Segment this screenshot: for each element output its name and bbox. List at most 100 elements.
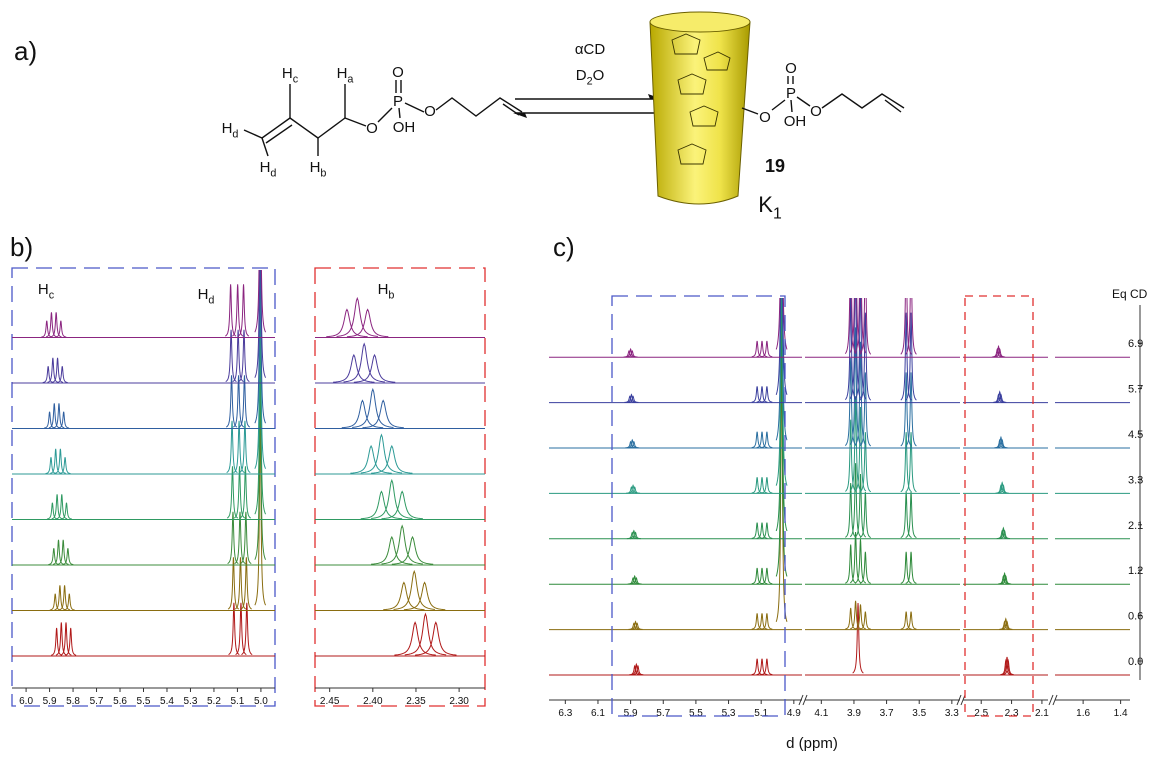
peak	[905, 312, 917, 401]
peak	[341, 399, 384, 429]
highlight-box	[314, 267, 486, 707]
x-tick-label: 2.45	[320, 696, 340, 707]
peak	[238, 375, 251, 428]
x-tick-label: 5.6	[113, 696, 127, 707]
label-sub: c	[49, 290, 55, 302]
peak	[1002, 658, 1014, 676]
peak	[859, 551, 871, 584]
x-tick-label: 5.4	[160, 696, 174, 707]
x-tick-label: 5.3	[184, 696, 198, 707]
peak	[859, 491, 871, 538]
peak	[50, 448, 62, 474]
peak	[381, 490, 423, 520]
x-tick-label: 2.5	[974, 708, 988, 719]
label-main: O	[810, 103, 822, 120]
peak	[46, 502, 58, 520]
label-main: O	[785, 60, 797, 77]
peak	[996, 438, 1008, 449]
peak	[63, 593, 75, 611]
chem-label: OH	[393, 119, 416, 136]
peak	[751, 613, 763, 630]
peak	[333, 353, 375, 383]
x-axis-title: d (ppm)	[786, 735, 838, 752]
peak	[905, 372, 917, 447]
peak	[900, 551, 912, 584]
peak	[756, 386, 768, 403]
peak	[854, 406, 867, 492]
peak	[751, 431, 763, 449]
peak	[905, 298, 917, 355]
peak	[900, 372, 912, 447]
label-sub: 1	[773, 206, 782, 223]
peak	[404, 612, 447, 656]
chem-label: Hd	[260, 159, 277, 180]
highlight-box	[11, 267, 276, 707]
peak	[905, 551, 917, 584]
peak	[845, 544, 857, 584]
peak	[254, 270, 267, 378]
peak	[629, 486, 641, 494]
peak	[41, 320, 53, 338]
x-tick-label: 5.9	[43, 696, 57, 707]
peak	[849, 463, 862, 538]
x-tick-label: 3.7	[880, 708, 894, 719]
peak	[381, 524, 423, 565]
peak	[756, 431, 768, 449]
peak	[224, 284, 237, 337]
peak	[849, 298, 862, 399]
label-sub: b	[320, 168, 326, 180]
x-tick-label: 5.1	[230, 696, 244, 707]
label-sub: a	[347, 74, 353, 86]
chem-label: OH	[784, 113, 807, 130]
peak	[859, 432, 872, 493]
x-tick-label: 2.1	[1035, 708, 1049, 719]
peak	[42, 366, 54, 384]
label-main: OH	[393, 119, 416, 136]
label-main: O	[392, 64, 404, 81]
peak	[45, 312, 57, 338]
peak	[859, 312, 872, 401]
label-main: P	[393, 93, 403, 110]
peak	[254, 270, 267, 424]
peak	[360, 433, 403, 474]
peak	[628, 440, 640, 449]
peak	[362, 399, 404, 429]
peak	[350, 444, 392, 474]
peak	[630, 531, 641, 540]
peak	[854, 298, 867, 400]
peak	[859, 298, 872, 355]
peak	[239, 466, 252, 519]
peak	[352, 387, 394, 428]
peak	[849, 531, 862, 584]
axis-break	[798, 694, 804, 706]
panel-label: c)	[553, 232, 575, 262]
peak	[994, 347, 1006, 358]
x-tick-label: 2.3	[1005, 708, 1019, 719]
peak	[751, 477, 763, 494]
x-tick-label: 3.3	[945, 708, 959, 719]
axis-break	[802, 694, 808, 706]
x-tick-label: 2.30	[449, 696, 469, 707]
peak	[353, 353, 396, 383]
x-tick-label: 5.9	[624, 708, 638, 719]
x-tick-label: 2.35	[406, 696, 426, 707]
trace-label: 0.6	[1128, 611, 1143, 623]
peak	[65, 627, 77, 656]
equilibrium-arrows	[513, 94, 662, 118]
peak	[845, 607, 857, 630]
peak	[630, 576, 642, 585]
peak	[756, 658, 768, 676]
label-sub: 2	[587, 76, 593, 88]
peak	[756, 477, 768, 494]
peak	[44, 411, 56, 429]
peak	[238, 329, 250, 383]
trace-label: 5.7	[1128, 384, 1143, 396]
peak	[235, 602, 247, 656]
peak	[232, 375, 245, 428]
peak	[49, 593, 61, 611]
x-tick-label: 1.4	[1114, 708, 1128, 719]
peak	[775, 298, 788, 486]
peak	[59, 585, 71, 611]
x-tick-label: 5.0	[254, 696, 268, 707]
